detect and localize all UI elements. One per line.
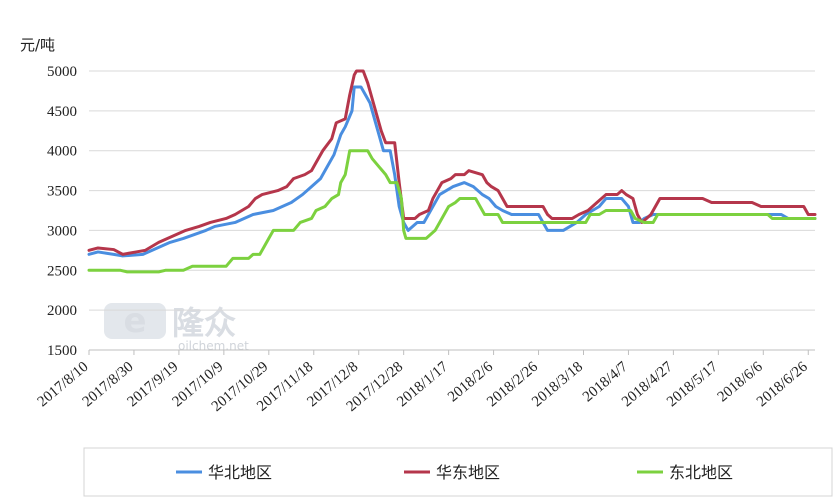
x-tick-label: 2018/6/26 xyxy=(754,358,811,410)
legend-box xyxy=(83,447,833,497)
y-tick-label: 3000 xyxy=(47,223,77,239)
x-tick-label: 2018/3/18 xyxy=(529,359,586,410)
legend-label: 东北地区 xyxy=(669,463,733,482)
y-tick-label: 1500 xyxy=(47,343,77,359)
y-tick-label: 2500 xyxy=(47,263,77,279)
legend-label: 华北地区 xyxy=(208,463,272,482)
y-tick-label: 3500 xyxy=(47,184,77,200)
series-line-1 xyxy=(87,69,817,256)
watermark-url: oilchem.net xyxy=(178,339,249,353)
legend: 华北地区 华东地区 东北地区 xyxy=(176,463,733,482)
watermark-logo-letter: e xyxy=(123,301,146,341)
y-axis-ticks: 1500 2000 2500 3000 3500 4000 4500 5000 xyxy=(47,64,77,359)
x-tick-label: 2018/1/17 xyxy=(394,358,451,410)
y-tick-label: 4500 xyxy=(47,104,77,120)
y-tick-label: 4000 xyxy=(47,144,77,160)
x-axis-ticks: 2017/8/102017/8/302017/9/192017/10/92017… xyxy=(35,358,812,415)
watermark-logo-mark xyxy=(104,303,166,339)
series-lines xyxy=(87,69,817,274)
x-tick-label: 2018/5/17 xyxy=(664,358,721,410)
series-line-2 xyxy=(87,149,817,274)
y-axis-unit-label: 元/吨 xyxy=(20,36,55,54)
axes xyxy=(88,349,815,355)
y-tick-label: 2000 xyxy=(47,303,77,319)
watermark: e 隆众 oilchem.net xyxy=(104,301,249,353)
grid-lines xyxy=(89,70,815,311)
legend-label: 华东地区 xyxy=(436,463,500,482)
y-tick-label: 5000 xyxy=(47,64,77,80)
